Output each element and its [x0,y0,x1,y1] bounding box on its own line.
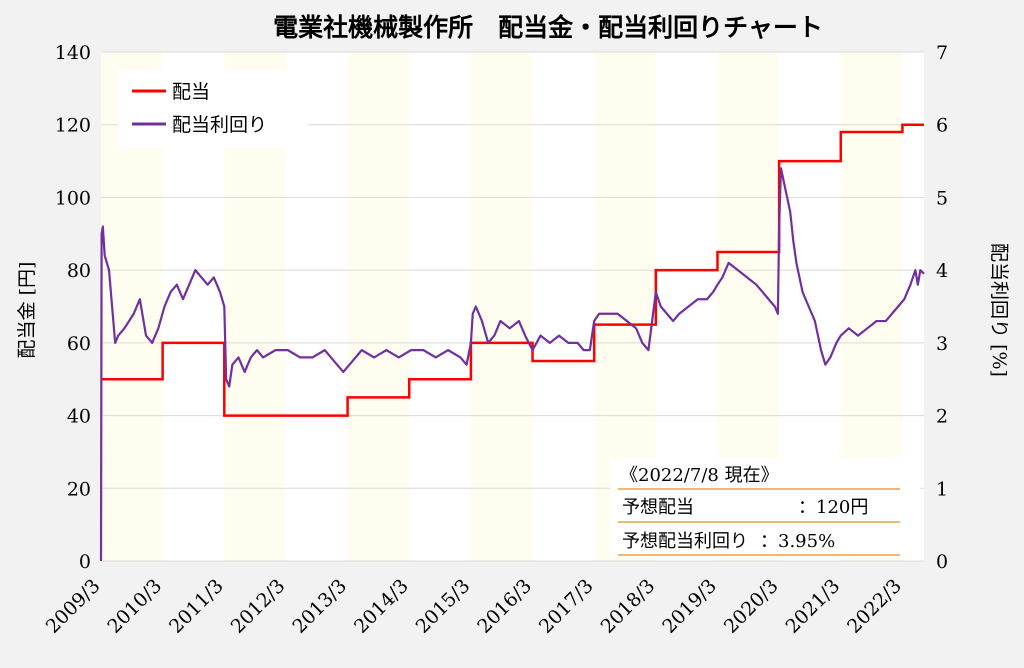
right-tick-label: 7 [936,42,948,64]
right-axis-label: 配当利回り [%] [988,243,1010,377]
background-band [902,52,924,561]
legend-box [118,70,308,148]
chart-title: 電業社機械製作所 配当金・配当利回りチャート [273,13,823,42]
left-tick-label: 0 [79,551,91,573]
info-heading: 《2022/7/8 現在》 [620,465,779,486]
left-tick-label: 20 [67,478,91,500]
left-tick-label: 120 [55,115,91,137]
left-axis-label: 配当金 [円] [16,262,38,359]
series-line-yield [99,167,925,562]
info-label-dividend: 予想配当 [622,497,694,518]
info-value-dividend: ：120円 [798,497,868,518]
series-layer [99,123,925,562]
left-tick-label: 60 [67,333,91,355]
info-value-yield: ：3.95% [760,531,835,552]
background-band [532,52,595,561]
right-tick-label: 3 [936,333,948,355]
left-tick-label: 80 [67,260,91,282]
left-tick-label: 40 [67,406,91,428]
right-tick-label: 0 [936,551,948,573]
background-band [347,52,410,561]
info-label-yield: 予想配当利回り [622,531,748,552]
left-tick-label: 140 [55,42,91,64]
legend-label-dividend: 配当 [172,81,210,103]
info-box-background [610,458,920,558]
background-band [470,52,533,561]
legend: 配当 配当利回り [118,70,308,148]
legend-label-yield: 配当利回り [172,114,267,136]
gridlines [101,51,924,562]
right-tick-label: 2 [936,406,948,428]
series-line-dividend [101,123,924,417]
info-box: 《2022/7/8 現在》 予想配当 ：120円 予想配当利回り ：3.95% [610,458,920,558]
right-tick-label: 5 [936,187,948,209]
background-band [409,52,471,561]
left-axis-ticks: 0 20 40 60 80 100 120 140 [55,42,91,573]
left-tick-label: 100 [55,187,91,209]
right-axis-ticks: 0 1 2 3 4 5 6 7 [936,42,948,573]
right-tick-label: 6 [936,115,948,137]
right-tick-label: 4 [936,260,948,282]
right-tick-label: 1 [936,478,948,500]
